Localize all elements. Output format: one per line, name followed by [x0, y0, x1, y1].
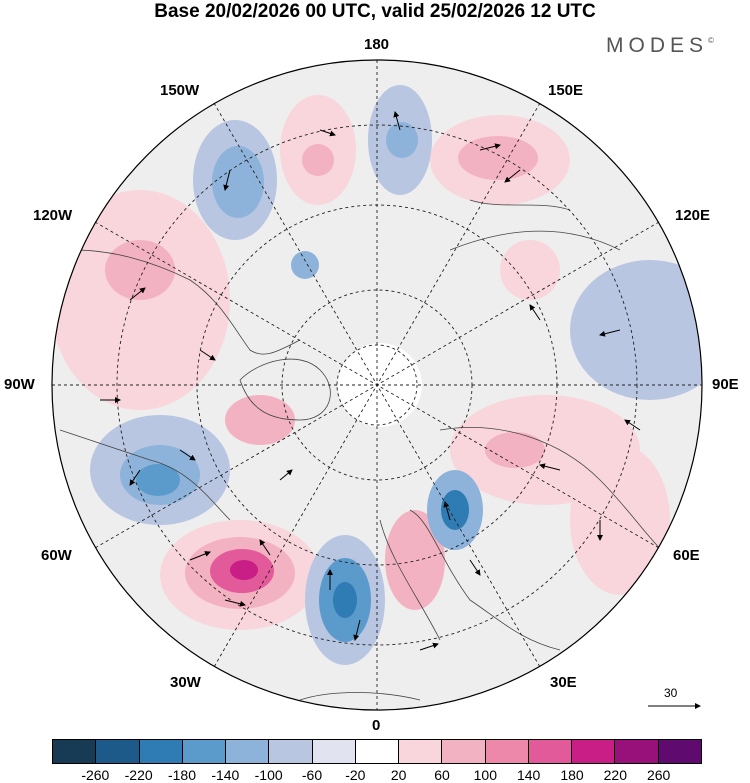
- colorbar-swatch: [528, 740, 573, 763]
- colorbar-swatch: [269, 740, 313, 763]
- lon-label-60w: 60W: [41, 547, 72, 564]
- lon-label-30w: 30W: [170, 674, 201, 691]
- colorbar-tick-label: 140: [516, 767, 541, 783]
- brand-mark: ©: [708, 36, 714, 45]
- colorbar-tick-label: -140: [211, 767, 240, 783]
- colorbar-tick-label: -180: [167, 767, 197, 783]
- lon-label-120w: 120W: [33, 207, 73, 224]
- anomaly-fields: [52, 85, 702, 665]
- reference-vector-label: 30: [664, 686, 678, 700]
- colorbar-tick-label: -20: [345, 767, 366, 783]
- map-title: Base 20/02/2026 00 UTC, valid 25/02/2026…: [154, 1, 596, 22]
- colorbar-swatch: [572, 740, 616, 763]
- map-boundary: [51, 59, 703, 711]
- colorbar-tick-label: 60: [434, 767, 450, 783]
- lon-label-60e: 60E: [673, 547, 700, 564]
- lon-label-150w: 150W: [160, 82, 200, 99]
- lon-label-0: 0: [372, 717, 381, 734]
- lon-label-120e: 120E: [675, 207, 711, 224]
- colorbar-swatch: [96, 740, 140, 763]
- colorbar-tick-label: 220: [603, 767, 627, 783]
- colorbar-tick-label: 260: [646, 767, 671, 783]
- colorbar-tick-label: 20: [390, 767, 407, 783]
- brand-name: MODES: [606, 34, 709, 57]
- lon-label-150e: 150E: [548, 82, 584, 99]
- colorbar-swatch: [615, 740, 659, 763]
- colorbar: [52, 739, 702, 764]
- colorbar-swatch: [53, 740, 97, 763]
- colorbar-swatch: [485, 740, 529, 763]
- colorbar-tick-label: -60: [301, 767, 323, 783]
- colorbar-tick-label: 180: [560, 767, 584, 783]
- lon-label-30e: 30E: [550, 674, 577, 691]
- colorbar-tick-label: 100: [473, 767, 497, 783]
- colorbar-swatch: [182, 740, 227, 763]
- colorbar-tick-label: -220: [124, 767, 153, 783]
- colorbar-swatch: [139, 740, 183, 763]
- colorbar-swatch: [312, 740, 356, 763]
- colorbar-swatch: [442, 740, 486, 763]
- colorbar-swatch: [355, 740, 400, 763]
- wind-vectors: [100, 111, 641, 651]
- lon-label-90e: 90E: [712, 376, 739, 393]
- colorbar-swatch: [226, 740, 270, 763]
- lon-label-90w: 90W: [4, 376, 35, 393]
- brand-logo: MODES©: [606, 34, 714, 58]
- graticule: [52, 60, 702, 710]
- colorbar-swatch: [399, 740, 443, 763]
- colorbar-tick-label: -100: [254, 767, 283, 783]
- colorbar-swatch: [658, 740, 701, 763]
- colorbar-tick-label: -260: [81, 767, 110, 783]
- lon-label-180: 180: [364, 36, 390, 53]
